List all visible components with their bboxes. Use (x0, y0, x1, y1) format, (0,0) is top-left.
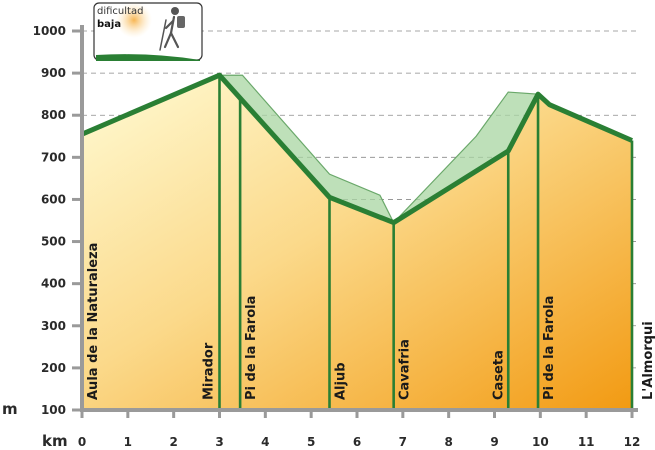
waypoint-label: Mirador (202, 342, 217, 400)
waypoint-label: Aula de la Naturaleza (86, 243, 101, 400)
x-axis-unit: km (42, 432, 68, 450)
y-tick-label: 300 (41, 319, 66, 333)
waypoint-label: Caseta (491, 350, 506, 400)
x-tick-label: 6 (353, 435, 361, 449)
y-tick-label: 1000 (33, 24, 66, 38)
x-tick-label: 11 (578, 435, 595, 449)
x-tick-label: 2 (169, 435, 177, 449)
y-tick-label: 600 (41, 192, 66, 206)
x-tick-label: 4 (261, 435, 269, 449)
waypoint-label: L'Almorqui (641, 321, 655, 400)
waypoint-label: Cavafria (398, 339, 413, 400)
elevation-profile-line (81, 72, 633, 226)
y-axis-ticks: 100 200 300 400 500 600 700 800 900 1000 (33, 24, 82, 417)
waypoint-label: Pi de la Farola (244, 296, 259, 400)
hiker-icon (159, 7, 185, 51)
difficulty-label: dificultad (97, 6, 143, 17)
difficulty-badge: dificultad baja (93, 2, 203, 61)
x-tick-label: 12 (624, 435, 641, 449)
x-tick-label: 7 (399, 435, 407, 449)
y-tick-label: 500 (41, 235, 66, 249)
y-tick-label: 700 (41, 150, 66, 164)
x-tick-label: 5 (307, 435, 315, 449)
y-axis-unit: m (2, 400, 18, 418)
waypoint-labels: Aula de la Naturaleza Mirador Pi de la Far… (86, 243, 655, 400)
y-tick-label: 100 (41, 403, 66, 417)
y-tick-label: 800 (41, 108, 66, 122)
x-tick-label: 1 (124, 435, 132, 449)
difficulty-value: baja (97, 19, 121, 30)
waypoint-label: Pi de la Farola (542, 296, 557, 400)
x-tick-label: 3 (215, 435, 223, 449)
x-tick-label: 9 (490, 435, 498, 449)
y-tick-label: 900 (41, 66, 66, 80)
waypoint-label: Aljub (334, 362, 349, 400)
x-axis-ticks: 0 1 2 3 4 5 6 7 8 9 10 11 12 (78, 410, 641, 449)
x-tick-label: 10 (532, 435, 549, 449)
y-tick-label: 400 (41, 277, 66, 291)
x-tick-label: 8 (444, 435, 452, 449)
y-tick-label: 200 (41, 361, 66, 375)
x-tick-label: 0 (78, 435, 86, 449)
